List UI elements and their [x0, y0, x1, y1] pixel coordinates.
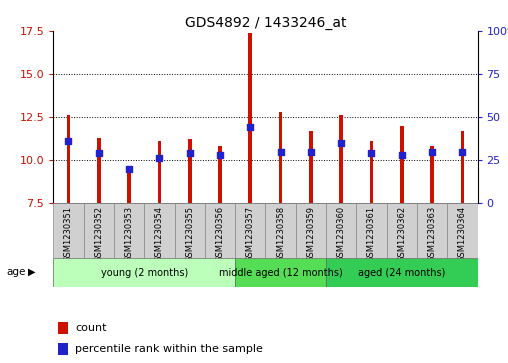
Text: GSM1230355: GSM1230355 — [185, 206, 194, 262]
Point — [367, 150, 375, 156]
Point — [428, 149, 436, 155]
Text: middle aged (12 months): middle aged (12 months) — [219, 268, 342, 278]
Bar — [461, 131, 464, 203]
Point — [94, 150, 103, 156]
Bar — [128, 169, 131, 203]
Point — [155, 155, 164, 161]
Bar — [387, 203, 417, 258]
Point — [246, 125, 255, 130]
Text: age: age — [6, 267, 25, 277]
Bar — [447, 203, 478, 258]
Bar — [84, 203, 114, 258]
Bar — [235, 203, 265, 258]
Bar — [57, 322, 68, 334]
Text: young (2 months): young (2 months) — [101, 268, 188, 278]
Bar — [248, 33, 252, 203]
Text: GSM1230356: GSM1230356 — [215, 206, 225, 262]
Point — [276, 149, 284, 155]
Bar — [175, 203, 205, 258]
Text: percentile rank within the sample: percentile rank within the sample — [75, 344, 263, 354]
Bar — [144, 203, 175, 258]
Bar — [326, 203, 356, 258]
Text: GSM1230361: GSM1230361 — [367, 206, 376, 262]
Bar — [265, 203, 296, 258]
Text: GSM1230354: GSM1230354 — [155, 206, 164, 262]
Text: GSM1230357: GSM1230357 — [246, 206, 255, 262]
Text: GSM1230352: GSM1230352 — [94, 206, 103, 262]
Text: GSM1230363: GSM1230363 — [428, 206, 436, 262]
Bar — [296, 203, 326, 258]
Bar — [53, 203, 84, 258]
Text: GSM1230359: GSM1230359 — [306, 206, 315, 262]
Text: aged (24 months): aged (24 months) — [358, 268, 446, 278]
Bar — [370, 141, 373, 203]
Bar — [188, 139, 192, 203]
Text: GSM1230360: GSM1230360 — [337, 206, 345, 262]
Text: GSM1230353: GSM1230353 — [124, 206, 134, 262]
Bar — [400, 126, 403, 203]
Point — [337, 140, 345, 146]
Text: count: count — [75, 323, 107, 333]
Point — [216, 152, 224, 158]
Point — [125, 166, 133, 172]
Bar — [430, 146, 434, 203]
Point — [65, 138, 73, 144]
Text: GSM1230364: GSM1230364 — [458, 206, 467, 262]
Point — [398, 152, 406, 158]
Bar — [67, 115, 70, 203]
Bar — [57, 343, 68, 355]
Point — [185, 150, 194, 156]
Bar — [157, 141, 161, 203]
Point — [307, 149, 315, 155]
Bar — [97, 138, 101, 203]
Bar — [235, 258, 326, 287]
Text: GSM1230362: GSM1230362 — [397, 206, 406, 262]
Bar — [205, 203, 235, 258]
Title: GDS4892 / 1433246_at: GDS4892 / 1433246_at — [185, 16, 346, 30]
Bar — [53, 258, 235, 287]
Text: ▶: ▶ — [28, 267, 36, 277]
Bar — [218, 146, 222, 203]
Point — [458, 149, 466, 155]
Bar — [417, 203, 447, 258]
Bar — [309, 131, 313, 203]
Text: GSM1230358: GSM1230358 — [276, 206, 285, 262]
Bar — [114, 203, 144, 258]
Bar — [339, 115, 343, 203]
Bar — [356, 203, 387, 258]
Bar — [279, 112, 282, 203]
Text: GSM1230351: GSM1230351 — [64, 206, 73, 262]
Bar — [326, 258, 478, 287]
